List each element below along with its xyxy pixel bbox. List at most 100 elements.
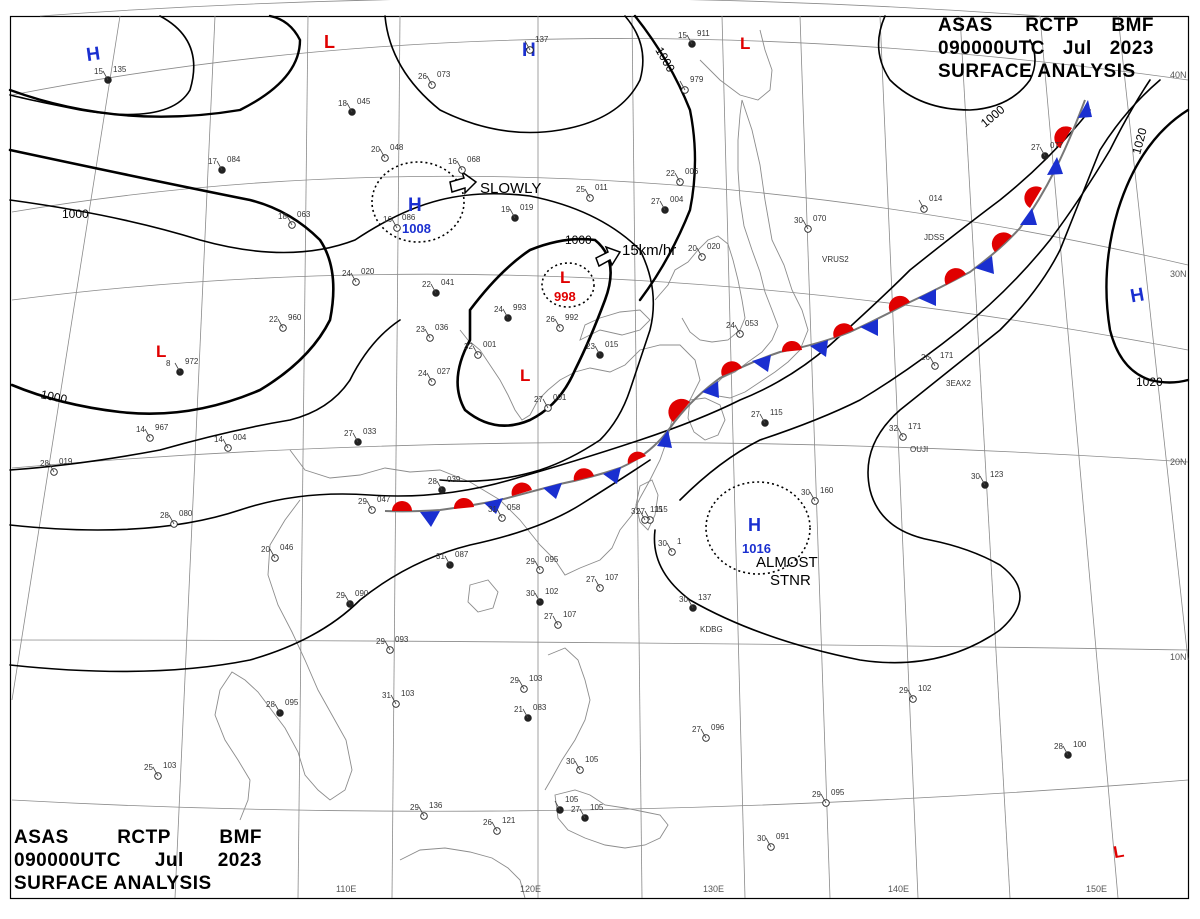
station-plot: 30 160	[801, 486, 834, 505]
station-pressure: 063	[297, 210, 311, 219]
station-plot: 27 033	[344, 427, 377, 446]
wind-barb	[277, 318, 284, 329]
motion-label-speed: 15km/hr	[622, 242, 676, 259]
header-office: BMF	[1111, 15, 1154, 36]
meridian-105e	[174, 15, 216, 899]
station-temp: 24	[342, 269, 351, 278]
warm-front-mark	[888, 295, 910, 312]
station-pressure: 053	[745, 319, 759, 328]
header-year: 2023	[217, 850, 262, 871]
wind-barb	[802, 219, 809, 230]
wind-barb	[554, 318, 561, 329]
wind-barb	[274, 703, 281, 714]
station-temp: 20	[688, 244, 697, 253]
station-temp: 28	[160, 511, 169, 520]
station-pressure: 020	[361, 267, 375, 276]
station-plot: 26 121	[483, 816, 516, 835]
station-pressure: 020	[707, 242, 721, 251]
station-temp: 15	[678, 31, 687, 40]
station-temp: 17	[208, 157, 217, 166]
station-temp: 26	[546, 315, 555, 324]
wind-barb	[687, 598, 694, 609]
wind-barb	[552, 615, 559, 626]
station-pressure: 041	[441, 278, 455, 287]
high-center-letter: H	[748, 515, 761, 535]
station-temp: 28	[428, 477, 437, 486]
station-plot: 26 073	[418, 70, 451, 89]
wind-barb	[820, 793, 827, 804]
motion-label-stnr: STNR	[770, 572, 811, 589]
warm-front-mark	[991, 232, 1012, 252]
station-pressure: 014	[929, 194, 943, 203]
wind-barb	[666, 542, 673, 553]
cold-front-mark	[975, 256, 994, 274]
high-center-letter: H	[1129, 284, 1146, 307]
station-temp: 8	[166, 359, 171, 368]
station-plot: 27 077	[1031, 141, 1064, 160]
station-plot: 16 086	[383, 213, 416, 232]
station-pressure: 048	[390, 143, 404, 152]
wind-barb	[1039, 146, 1046, 157]
station-pressure: 001	[483, 340, 497, 349]
station-temp: 21	[514, 705, 523, 714]
wind-barb	[700, 728, 707, 739]
cold-front-mark	[702, 381, 719, 398]
station-id: OUJI	[910, 445, 928, 454]
station-pressure: 967	[155, 423, 169, 432]
station-plot: 25 011	[576, 183, 608, 202]
station-pressure: 171	[940, 351, 954, 360]
luzon	[544, 647, 591, 791]
station-temp: 27	[571, 805, 580, 814]
station-pressure: 1	[677, 537, 682, 546]
wind-barb	[918, 199, 925, 210]
station-pressure: 084	[227, 155, 241, 164]
station-temp: 27	[534, 395, 543, 404]
station-plot: 29 103	[510, 674, 543, 693]
station-temp: 30	[658, 539, 667, 548]
wind-barb	[216, 160, 223, 171]
station-pressure: 102	[545, 587, 559, 596]
station-temp: 30	[971, 472, 980, 481]
station-pressure: 033	[363, 427, 377, 436]
isobar-label: 1000	[565, 233, 592, 247]
header-top-right: ASAS RCTP BMF 090000UTC Jul 2023 SURFACE…	[938, 14, 1154, 83]
lon-label: 130E	[703, 884, 724, 894]
station-temp: 31	[382, 691, 391, 700]
header-station: RCTP	[1025, 15, 1079, 36]
station-plot: 14 967	[136, 423, 169, 442]
isobar-1004-b	[9, 319, 401, 471]
station-plot: 27 115	[751, 408, 783, 427]
wind-barb	[269, 548, 276, 559]
station-pressure: 068	[467, 155, 481, 164]
warm-front-mark	[833, 323, 854, 338]
station-plot: 22 041	[422, 278, 455, 297]
lon-label: 110E	[336, 884, 356, 894]
cold-front-triangles	[420, 100, 1092, 527]
station-pressure: 105	[585, 755, 599, 764]
station-plot: 20 048	[371, 143, 404, 162]
warm-front-mark	[573, 468, 594, 481]
station-plot: 28 100	[1054, 740, 1087, 759]
station-temp: 25	[144, 763, 153, 772]
station-pressure: 095	[285, 698, 299, 707]
station-plot: 31 103	[382, 689, 415, 708]
wind-barb	[352, 432, 359, 443]
axis-labels: 110E 120E 130E 140E 150E 40N 30N 20N 10N	[336, 70, 1187, 894]
header-station: RCTP	[117, 827, 171, 848]
cold-front-mark	[603, 467, 621, 484]
station-plot: 14 004	[214, 433, 247, 452]
header-row-1: ASAS RCTP BMF	[938, 14, 1154, 37]
isobar-east-1000	[633, 14, 697, 302]
isobar-1008-front	[9, 109, 1091, 531]
station-plot: 30 070	[794, 214, 827, 233]
station-pressure: 047	[377, 495, 391, 504]
station-temp: 27	[344, 429, 353, 438]
wind-barb	[430, 283, 437, 294]
station-plot: 29 095	[526, 555, 559, 574]
wind-barb	[350, 272, 357, 283]
low-center-letter: L	[740, 34, 750, 53]
lon-label: 150E	[1086, 884, 1107, 894]
station-temp: 16	[448, 157, 457, 166]
wind-barb	[102, 70, 109, 81]
station-pressure: 087	[455, 550, 469, 559]
